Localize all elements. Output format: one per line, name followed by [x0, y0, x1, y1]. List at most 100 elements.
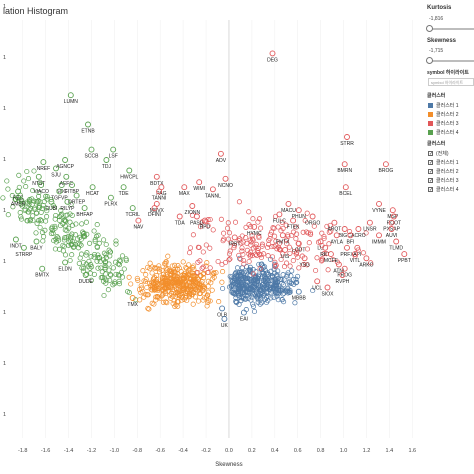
labeled-point: [201, 217, 208, 224]
data-point: [84, 231, 90, 237]
data-point: [119, 274, 126, 280]
data-point: [250, 301, 256, 307]
point-label: AEFC: [60, 181, 74, 187]
data-point: [262, 282, 268, 288]
cluster-filter-item[interactable]: ✓ (전체): [428, 150, 449, 157]
x-tick-label: -0.6: [155, 448, 164, 454]
data-point: [24, 168, 30, 175]
cluster-filter-item[interactable]: ✓ 클러스터 4: [428, 186, 459, 193]
data-point: [61, 217, 67, 223]
point-label: BMTX: [35, 273, 50, 279]
point-label: BROG: [379, 168, 394, 174]
labeled-point: [382, 161, 389, 168]
cluster-filter-checkbox[interactable]: ✓: [428, 187, 434, 193]
data-point: [280, 272, 286, 278]
cluster-legend-item[interactable]: 클러스터 4: [428, 129, 459, 136]
x-tick-label: 1.6: [408, 448, 416, 454]
data-point: [225, 225, 231, 231]
point-label: AUVI: [386, 233, 398, 239]
kurtosis-slider-handle[interactable]: [426, 25, 433, 32]
data-point: [263, 299, 270, 306]
labeled-point: [219, 305, 226, 312]
point-label: DFINI: [148, 212, 161, 218]
labeled-point: [48, 198, 55, 205]
data-point: [88, 277, 94, 283]
cluster-filter-item[interactable]: ✓ 클러스터 2: [428, 168, 459, 175]
data-point: [62, 223, 69, 229]
data-point: [25, 176, 32, 182]
data-point: [314, 255, 320, 261]
data-point: [38, 209, 44, 215]
data-point: [204, 260, 210, 266]
data-point: [91, 254, 97, 260]
data-point: [155, 287, 161, 294]
skewness-slider[interactable]: [426, 57, 474, 64]
labeled-point: [107, 194, 114, 201]
data-point: [94, 258, 100, 264]
skewness-slider-handle[interactable]: [426, 57, 433, 64]
data-point: [248, 277, 254, 283]
point-label: LNSR: [363, 227, 377, 233]
labeled-point: [393, 238, 400, 245]
data-point: [236, 252, 242, 258]
point-label: MACU: [281, 208, 296, 214]
data-point: [39, 218, 45, 224]
cluster-filter-checkbox[interactable]: ✓: [428, 160, 434, 166]
data-point: [310, 287, 316, 294]
data-point: [284, 288, 290, 294]
data-point: [87, 265, 93, 271]
data-point: [116, 273, 122, 279]
data-point: [160, 299, 166, 305]
data-point: [295, 254, 301, 260]
cluster-filter-item[interactable]: ✓ 클러스터 3: [428, 177, 459, 184]
data-point: [156, 263, 162, 269]
data-point: [165, 284, 171, 290]
cluster-filter-checkbox[interactable]: ✓: [428, 169, 434, 175]
labeled-point: [176, 213, 183, 220]
symbol-highlight-label: symbol 하이라이트: [427, 70, 469, 76]
cluster-swatch: [428, 103, 433, 108]
cluster-filter-checkbox[interactable]: ✓: [428, 178, 434, 184]
cluster-legend-label: 클러스터 2: [436, 112, 459, 118]
data-point: [146, 306, 152, 312]
point-label: MCFE: [324, 258, 339, 264]
data-point: [280, 282, 287, 288]
cluster-legend-item[interactable]: 클러스터 3: [428, 120, 459, 127]
point-label: FITBP: [65, 189, 80, 195]
skewness-value: -1,715: [429, 48, 444, 54]
data-point: [262, 296, 268, 302]
data-point: [44, 208, 50, 214]
data-point: [207, 216, 213, 223]
data-point: [143, 276, 149, 282]
data-point: [246, 286, 252, 292]
data-point: [77, 241, 83, 247]
cluster-filter-item[interactable]: ✓ 클러스터 1: [428, 159, 459, 166]
data-point: [186, 262, 192, 268]
data-point: [58, 208, 64, 214]
data-point: [171, 283, 178, 290]
data-point: [238, 279, 244, 285]
point-label: VYNE: [372, 208, 386, 214]
point-label: ACRO: [351, 233, 366, 239]
cluster-legend-item[interactable]: 클러스터 1: [428, 102, 459, 109]
data-point: [225, 236, 232, 242]
data-point: [256, 292, 262, 298]
data-point: [283, 237, 289, 243]
labeled-point: [317, 238, 324, 245]
labeled-point: [335, 261, 342, 268]
data-point: [79, 221, 85, 227]
data-point: [287, 263, 293, 269]
kurtosis-slider[interactable]: [426, 25, 474, 32]
data-point: [41, 234, 47, 240]
cluster-filter-checkbox[interactable]: ✓: [428, 151, 434, 157]
data-point: [191, 266, 197, 272]
labeled-point: [69, 182, 75, 189]
data-point: [18, 216, 25, 222]
data-point: [282, 288, 289, 294]
data-point: [259, 241, 265, 247]
cluster-legend-item[interactable]: 클러스터 2: [428, 111, 459, 118]
data-point: [258, 225, 264, 231]
data-point: [269, 278, 275, 284]
point-label: TANNL: [205, 193, 221, 199]
symbol-highlight-input[interactable]: symbol 하이라이트: [428, 78, 474, 86]
